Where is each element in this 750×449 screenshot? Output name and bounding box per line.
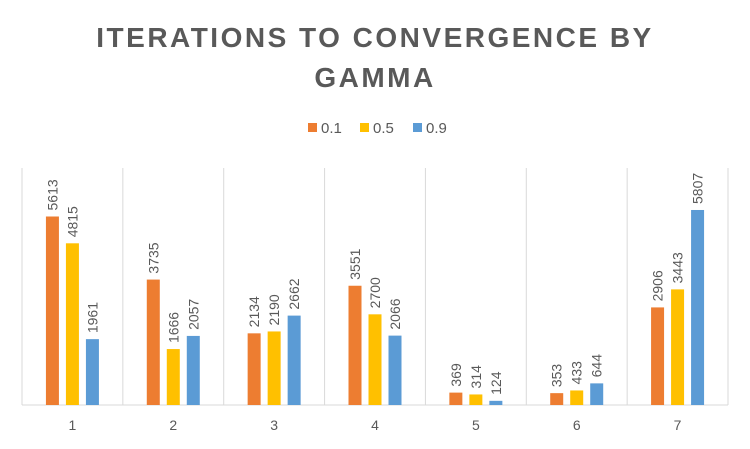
data-label-cat-5-series-0-1: 369 (448, 363, 464, 387)
bar-cat-4-series-0-5 (368, 314, 382, 405)
x-tick-label-6: 6 (573, 417, 581, 433)
legend-label-0-9: 0.9 (426, 120, 447, 137)
legend-label-0-5: 0.5 (373, 120, 394, 137)
bar-cat-7-series-0-1 (651, 307, 665, 405)
x-tick-label-7: 7 (674, 417, 682, 433)
bar-cat-4-series-0-9 (388, 335, 402, 405)
data-label-cat-3-series-0-1: 2134 (246, 296, 262, 327)
x-tick-label-4: 4 (371, 417, 379, 433)
bar-cat-2-series-0-1 (146, 279, 160, 405)
bar-cat-3-series-0-9 (287, 315, 301, 405)
legend: 0.1 0.5 0.9 (308, 120, 447, 137)
bar-cat-2-series-0-9 (186, 335, 200, 405)
legend-swatch-0-1 (308, 123, 317, 132)
data-label-cat-4-series-0-1: 3551 (347, 248, 363, 279)
data-label-cat-2-series-0-9: 2057 (185, 299, 201, 330)
data-label-cat-2-series-0-5: 1666 (165, 312, 181, 343)
data-label-cat-1-series-0-9: 1961 (84, 302, 100, 333)
data-label-cat-7-series-0-5: 3443 (670, 252, 686, 283)
x-tick-label-1: 1 (69, 417, 77, 433)
bar-cat-7-series-0-5 (671, 289, 685, 405)
bars (45, 209, 705, 405)
data-label-cat-7-series-0-9: 5807 (690, 173, 706, 204)
data-label-cat-2-series-0-1: 3735 (145, 242, 161, 273)
data-label-cat-7-series-0-1: 2906 (650, 270, 666, 301)
x-tick-label-5: 5 (472, 417, 480, 433)
chart-title: ITERATIONS TO CONVERGENCE BY GAMMA (0, 18, 750, 98)
bar-cat-1-series-0-9 (85, 339, 99, 405)
data-label-cat-4-series-0-5: 2700 (367, 277, 383, 308)
chart-title-line-2: GAMMA (314, 62, 436, 93)
data-label-cat-4-series-0-9: 2066 (387, 298, 403, 329)
legend-swatch-0-9 (413, 123, 422, 132)
bar-cat-6-series-0-5 (570, 390, 584, 405)
data-label-cat-1-series-0-1: 5613 (44, 179, 60, 210)
category-gridlines (21, 168, 729, 405)
data-label-cat-6-series-0-9: 644 (589, 354, 605, 378)
bar-cat-5-series-0-1 (449, 392, 463, 405)
bar-cat-2-series-0-5 (166, 349, 180, 405)
data-label-cat-6-series-0-5: 433 (569, 361, 585, 385)
data-label-cat-6-series-0-1: 353 (549, 364, 565, 388)
chart-title-line-1: ITERATIONS TO CONVERGENCE BY (96, 22, 654, 53)
x-tick-label-2: 2 (169, 417, 177, 433)
data-label-cat-1-series-0-5: 4815 (64, 206, 80, 237)
data-label-cat-5-series-0-9: 124 (488, 371, 504, 395)
x-tick-label-3: 3 (270, 417, 278, 433)
bar-cat-1-series-0-5 (65, 243, 79, 405)
bar-cat-5-series-0-9 (489, 400, 503, 405)
legend-swatch-0-5 (360, 123, 369, 132)
bar-cat-3-series-0-1 (247, 333, 261, 405)
bar-cat-4-series-0-1 (348, 285, 362, 405)
data-label-cat-5-series-0-5: 314 (468, 365, 484, 389)
bar-cat-1-series-0-1 (45, 216, 59, 405)
bar-cat-6-series-0-9 (590, 383, 604, 405)
bar-cat-7-series-0-9 (691, 209, 705, 405)
bar-cat-3-series-0-5 (267, 331, 281, 405)
legend-label-0-1: 0.1 (321, 120, 342, 137)
data-label-cat-3-series-0-5: 2190 (266, 294, 282, 325)
bar-cat-5-series-0-5 (469, 394, 483, 405)
bar-cat-6-series-0-1 (550, 393, 564, 405)
data-label-cat-3-series-0-9: 2662 (286, 278, 302, 309)
